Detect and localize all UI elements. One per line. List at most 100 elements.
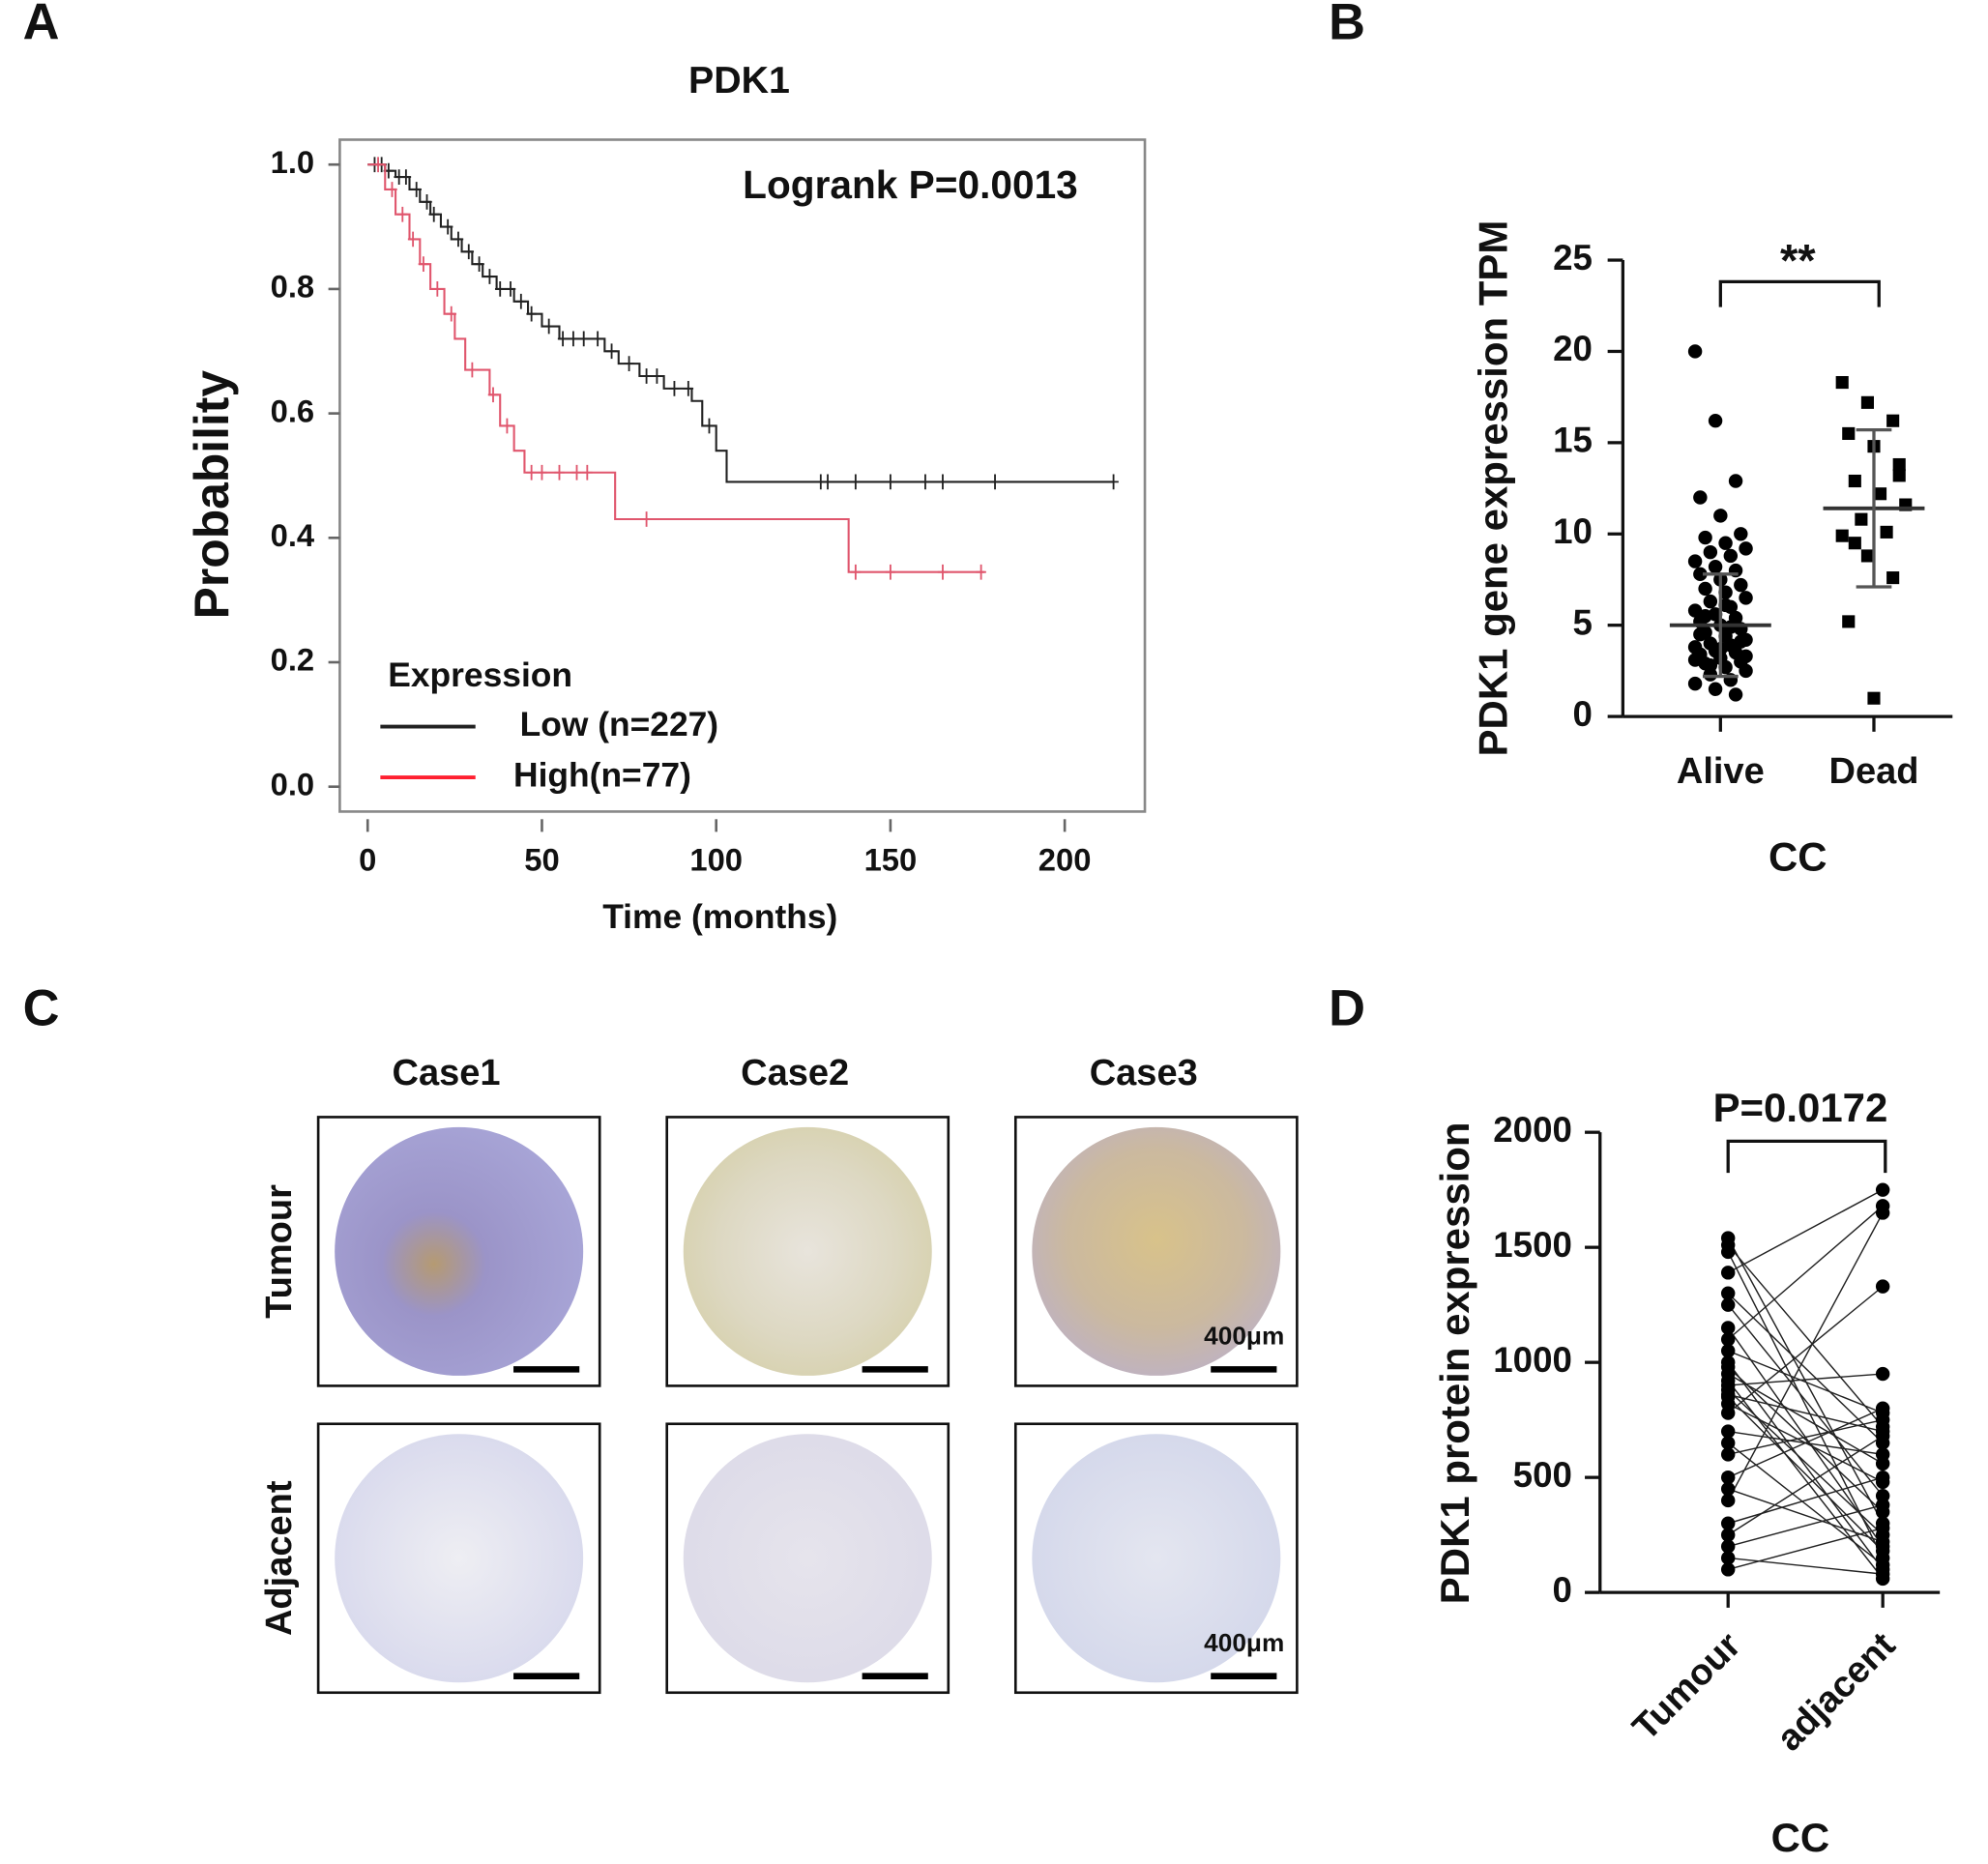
annotation: P=0.0172 bbox=[1713, 1085, 1888, 1130]
tissue-core bbox=[1032, 1126, 1281, 1376]
y-tick-label: 5 bbox=[1572, 602, 1592, 642]
data-point bbox=[1875, 1182, 1890, 1197]
y-tick-label: 15 bbox=[1553, 421, 1593, 460]
significance-bracket bbox=[1718, 279, 1881, 307]
pair-line bbox=[1727, 1435, 1884, 1536]
pair-line bbox=[1727, 1488, 1884, 1543]
data-point bbox=[1720, 1516, 1736, 1530]
data-point bbox=[1728, 474, 1743, 488]
data-point bbox=[1723, 548, 1739, 564]
data-point bbox=[1693, 567, 1708, 582]
censor-mark bbox=[502, 418, 512, 434]
ihc-panel: Case1 Case2 Case3 Tumour 400μm Adjacent 400μm bbox=[259, 1053, 1299, 1695]
data-point bbox=[1886, 571, 1900, 585]
y-axis-label: PDK1 gene expression TPM bbox=[1470, 220, 1515, 757]
data-point bbox=[1693, 490, 1708, 505]
tissue-core bbox=[335, 1434, 584, 1683]
x-tick-label: 100 bbox=[689, 842, 743, 878]
data-point bbox=[1720, 1562, 1736, 1577]
data-point bbox=[1875, 1279, 1890, 1294]
data-point bbox=[1698, 609, 1712, 624]
data-point bbox=[1708, 682, 1723, 696]
significance-bracket bbox=[1726, 1139, 1887, 1174]
censor-mark bbox=[407, 231, 419, 248]
y-tick-label: 0 bbox=[1552, 1570, 1571, 1610]
data-point bbox=[1720, 1321, 1736, 1335]
censor-mark bbox=[484, 269, 495, 284]
scale-label: 400μm bbox=[1204, 1322, 1284, 1351]
data-point bbox=[1720, 1266, 1736, 1280]
data-point bbox=[1860, 395, 1874, 409]
censor-mark bbox=[652, 368, 662, 384]
censor-mark bbox=[937, 564, 949, 580]
data-point bbox=[1835, 529, 1849, 542]
tissue-core bbox=[683, 1434, 932, 1683]
pair-line bbox=[1727, 1286, 1884, 1414]
data-point bbox=[1720, 1481, 1736, 1497]
x-axis-label: CC bbox=[1771, 1815, 1830, 1860]
data-point bbox=[1703, 544, 1718, 560]
panel-label: B bbox=[1329, 0, 1365, 50]
y-tick-label: 1500 bbox=[1493, 1225, 1572, 1265]
data-point bbox=[1687, 554, 1703, 568]
data-point bbox=[1708, 413, 1723, 428]
data-point bbox=[1867, 691, 1881, 705]
data-point bbox=[1848, 474, 1861, 488]
censor-mark bbox=[526, 306, 537, 322]
data-point bbox=[1720, 1406, 1736, 1420]
legend-label: High(n=77) bbox=[513, 755, 691, 794]
censor-mark bbox=[442, 218, 453, 235]
censor-mark bbox=[526, 464, 537, 481]
pair-line bbox=[1727, 1373, 1884, 1465]
censor-mark bbox=[432, 281, 443, 297]
tissue-core bbox=[683, 1126, 932, 1376]
data-point bbox=[1875, 1206, 1890, 1220]
censor-mark bbox=[487, 387, 499, 403]
censor-mark bbox=[578, 331, 589, 347]
data-point bbox=[1860, 549, 1874, 563]
y-axis-label: Probability bbox=[185, 370, 239, 620]
x-tick-label: Alive bbox=[1677, 751, 1765, 792]
censor-mark bbox=[411, 182, 422, 197]
data-point bbox=[1873, 487, 1887, 501]
y-tick-label: 0.8 bbox=[271, 269, 315, 305]
censor-mark bbox=[624, 356, 634, 372]
y-tick-label: 0.2 bbox=[271, 642, 315, 678]
data-point bbox=[1720, 1332, 1736, 1347]
data-point bbox=[1880, 525, 1893, 539]
data-point bbox=[1875, 1498, 1890, 1512]
censor-mark bbox=[474, 256, 484, 273]
column-label: Case3 bbox=[1090, 1053, 1198, 1093]
data-point bbox=[1739, 649, 1753, 663]
data-point bbox=[1875, 1521, 1890, 1535]
x-axis-label: CC bbox=[1769, 833, 1827, 879]
data-point bbox=[1875, 1429, 1890, 1443]
y-tick-label: 0.0 bbox=[271, 766, 315, 801]
x-tick-label: 50 bbox=[524, 842, 559, 878]
data-point bbox=[1842, 615, 1856, 628]
survival-curve bbox=[367, 163, 1114, 483]
censor-mark bbox=[494, 281, 506, 297]
data-point bbox=[1713, 509, 1728, 523]
plot-frame bbox=[338, 138, 1147, 813]
censor-mark bbox=[543, 318, 554, 335]
pair-line bbox=[1727, 1304, 1884, 1497]
pair-line bbox=[1727, 1212, 1884, 1501]
x-tick-label: Dead bbox=[1829, 751, 1919, 792]
censor-mark bbox=[453, 231, 464, 248]
pair-line bbox=[1727, 1476, 1884, 1525]
data-point bbox=[1720, 1286, 1736, 1300]
censor-mark bbox=[582, 464, 593, 481]
censor-mark bbox=[989, 474, 1001, 490]
data-point bbox=[1703, 658, 1718, 673]
data-point bbox=[1848, 537, 1861, 550]
survival-curve bbox=[367, 163, 985, 573]
pair-line bbox=[1728, 1504, 1884, 1548]
data-point bbox=[1687, 344, 1703, 359]
data-point bbox=[1875, 1401, 1890, 1415]
pair-line bbox=[1728, 1557, 1884, 1575]
sd-bar bbox=[1856, 428, 1892, 589]
pair-line bbox=[1727, 1389, 1884, 1536]
